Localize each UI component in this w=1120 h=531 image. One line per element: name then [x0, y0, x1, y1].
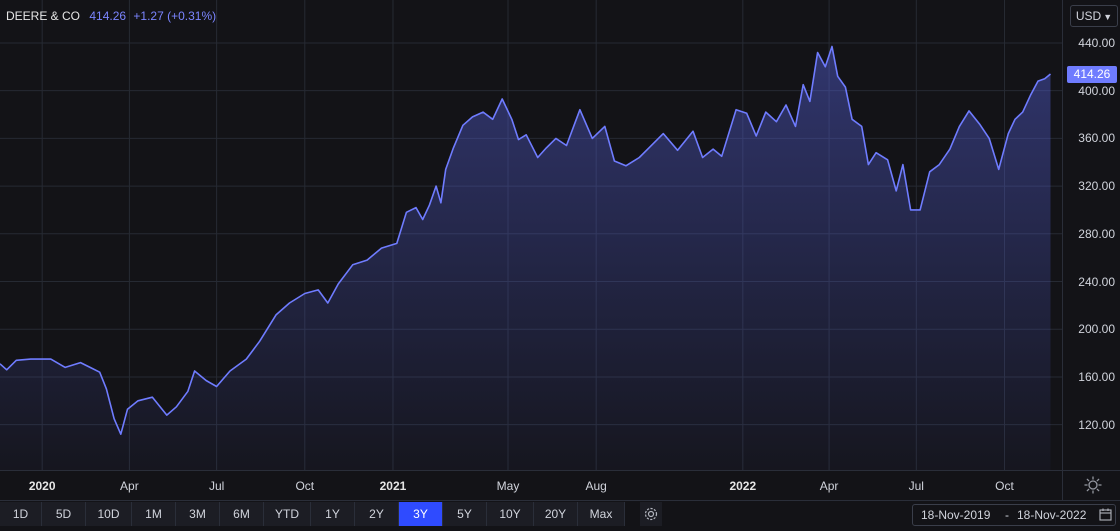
range-button-5d[interactable]: 5D: [42, 502, 86, 526]
gear-button[interactable]: [640, 502, 662, 526]
x-tick-label: Aug: [585, 479, 607, 493]
chart-area[interactable]: [0, 0, 1062, 470]
gear-icon: [644, 507, 658, 521]
y-tick-label: 360.00: [1078, 131, 1115, 146]
y-tick-label: 280.00: [1078, 226, 1115, 241]
x-tick-label: Oct: [995, 479, 1014, 493]
y-tick-label: 320.00: [1078, 179, 1115, 194]
chart-header: DEERE & CO 414.26 +1.27 (+0.31%): [6, 9, 216, 23]
header-price: 414.26: [89, 9, 127, 23]
range-button-max[interactable]: Max: [578, 502, 625, 526]
range-button-10y[interactable]: 10Y: [487, 502, 534, 526]
range-button-3m[interactable]: 3M: [176, 502, 220, 526]
range-button-6m[interactable]: 6M: [220, 502, 264, 526]
range-button-10d[interactable]: 10D: [86, 502, 132, 526]
range-button-3y[interactable]: 3Y: [399, 502, 443, 526]
calendar-icon: [1099, 508, 1112, 521]
date-from: 18-Nov-2019: [921, 508, 991, 522]
x-tick-label: 2020: [28, 479, 56, 493]
x-tick-label: Apr: [120, 479, 139, 493]
range-toolbar: 1D 5D 10D 1M 3M 6M YTD 1Y 2Y 3Y 5Y 10Y 20Y Max 18-Nov…: [0, 500, 1120, 527]
price-area-fill: [0, 46, 1051, 470]
x-tick-label: Oct: [295, 479, 315, 493]
x-tick-label: Jul: [208, 479, 225, 493]
price-line: [0, 45, 1052, 435]
axis-corner: [1062, 470, 1120, 501]
ticker-name: DEERE & CO: [6, 9, 81, 23]
y-tick-label: 160.00: [1078, 369, 1115, 384]
range-button-1m[interactable]: 1M: [132, 502, 176, 526]
x-tick-label: Apr: [819, 479, 839, 493]
last-price-label: 414.26: [1067, 65, 1117, 83]
chevron-down-icon: ▼: [1103, 12, 1113, 22]
range-button-20y[interactable]: 20Y: [534, 502, 578, 526]
x-tick-label: 2022: [729, 479, 757, 493]
sun-icon[interactable]: [1084, 476, 1102, 494]
range-button-5y[interactable]: 5Y: [443, 502, 487, 526]
currency-label: USD: [1075, 9, 1102, 23]
range-button-1y[interactable]: 1Y: [311, 502, 355, 526]
range-button-2y[interactable]: 2Y: [355, 502, 399, 526]
currency-selector[interactable]: USD ▼: [1070, 5, 1118, 27]
date-to: 18-Nov-2022: [1017, 508, 1087, 522]
x-tick-label: Jul: [908, 479, 924, 493]
y-tick-label: 440.00: [1078, 35, 1115, 50]
date-range-picker[interactable]: 18-Nov-2019 - 18-Nov-2022: [912, 504, 1116, 526]
y-tick-label: 400.00: [1078, 83, 1115, 98]
range-button-ytd[interactable]: YTD: [264, 502, 311, 526]
range-button-1d[interactable]: 1D: [0, 502, 42, 526]
x-tick-label: 2021: [379, 479, 407, 493]
date-separator: -: [1005, 508, 1009, 522]
x-tick-label: May: [496, 479, 520, 493]
header-change: +1.27 (+0.31%): [133, 9, 217, 23]
y-tick-label: 200.00: [1078, 322, 1115, 337]
y-tick-label: 240.00: [1078, 274, 1115, 289]
price-chart[interactable]: [0, 0, 1062, 470]
y-tick-label: 120.00: [1078, 417, 1115, 432]
x-axis[interactable]: 2020 Apr Jul Oct 2021 May Aug 2022 Apr Jul Oct: [0, 470, 1062, 501]
